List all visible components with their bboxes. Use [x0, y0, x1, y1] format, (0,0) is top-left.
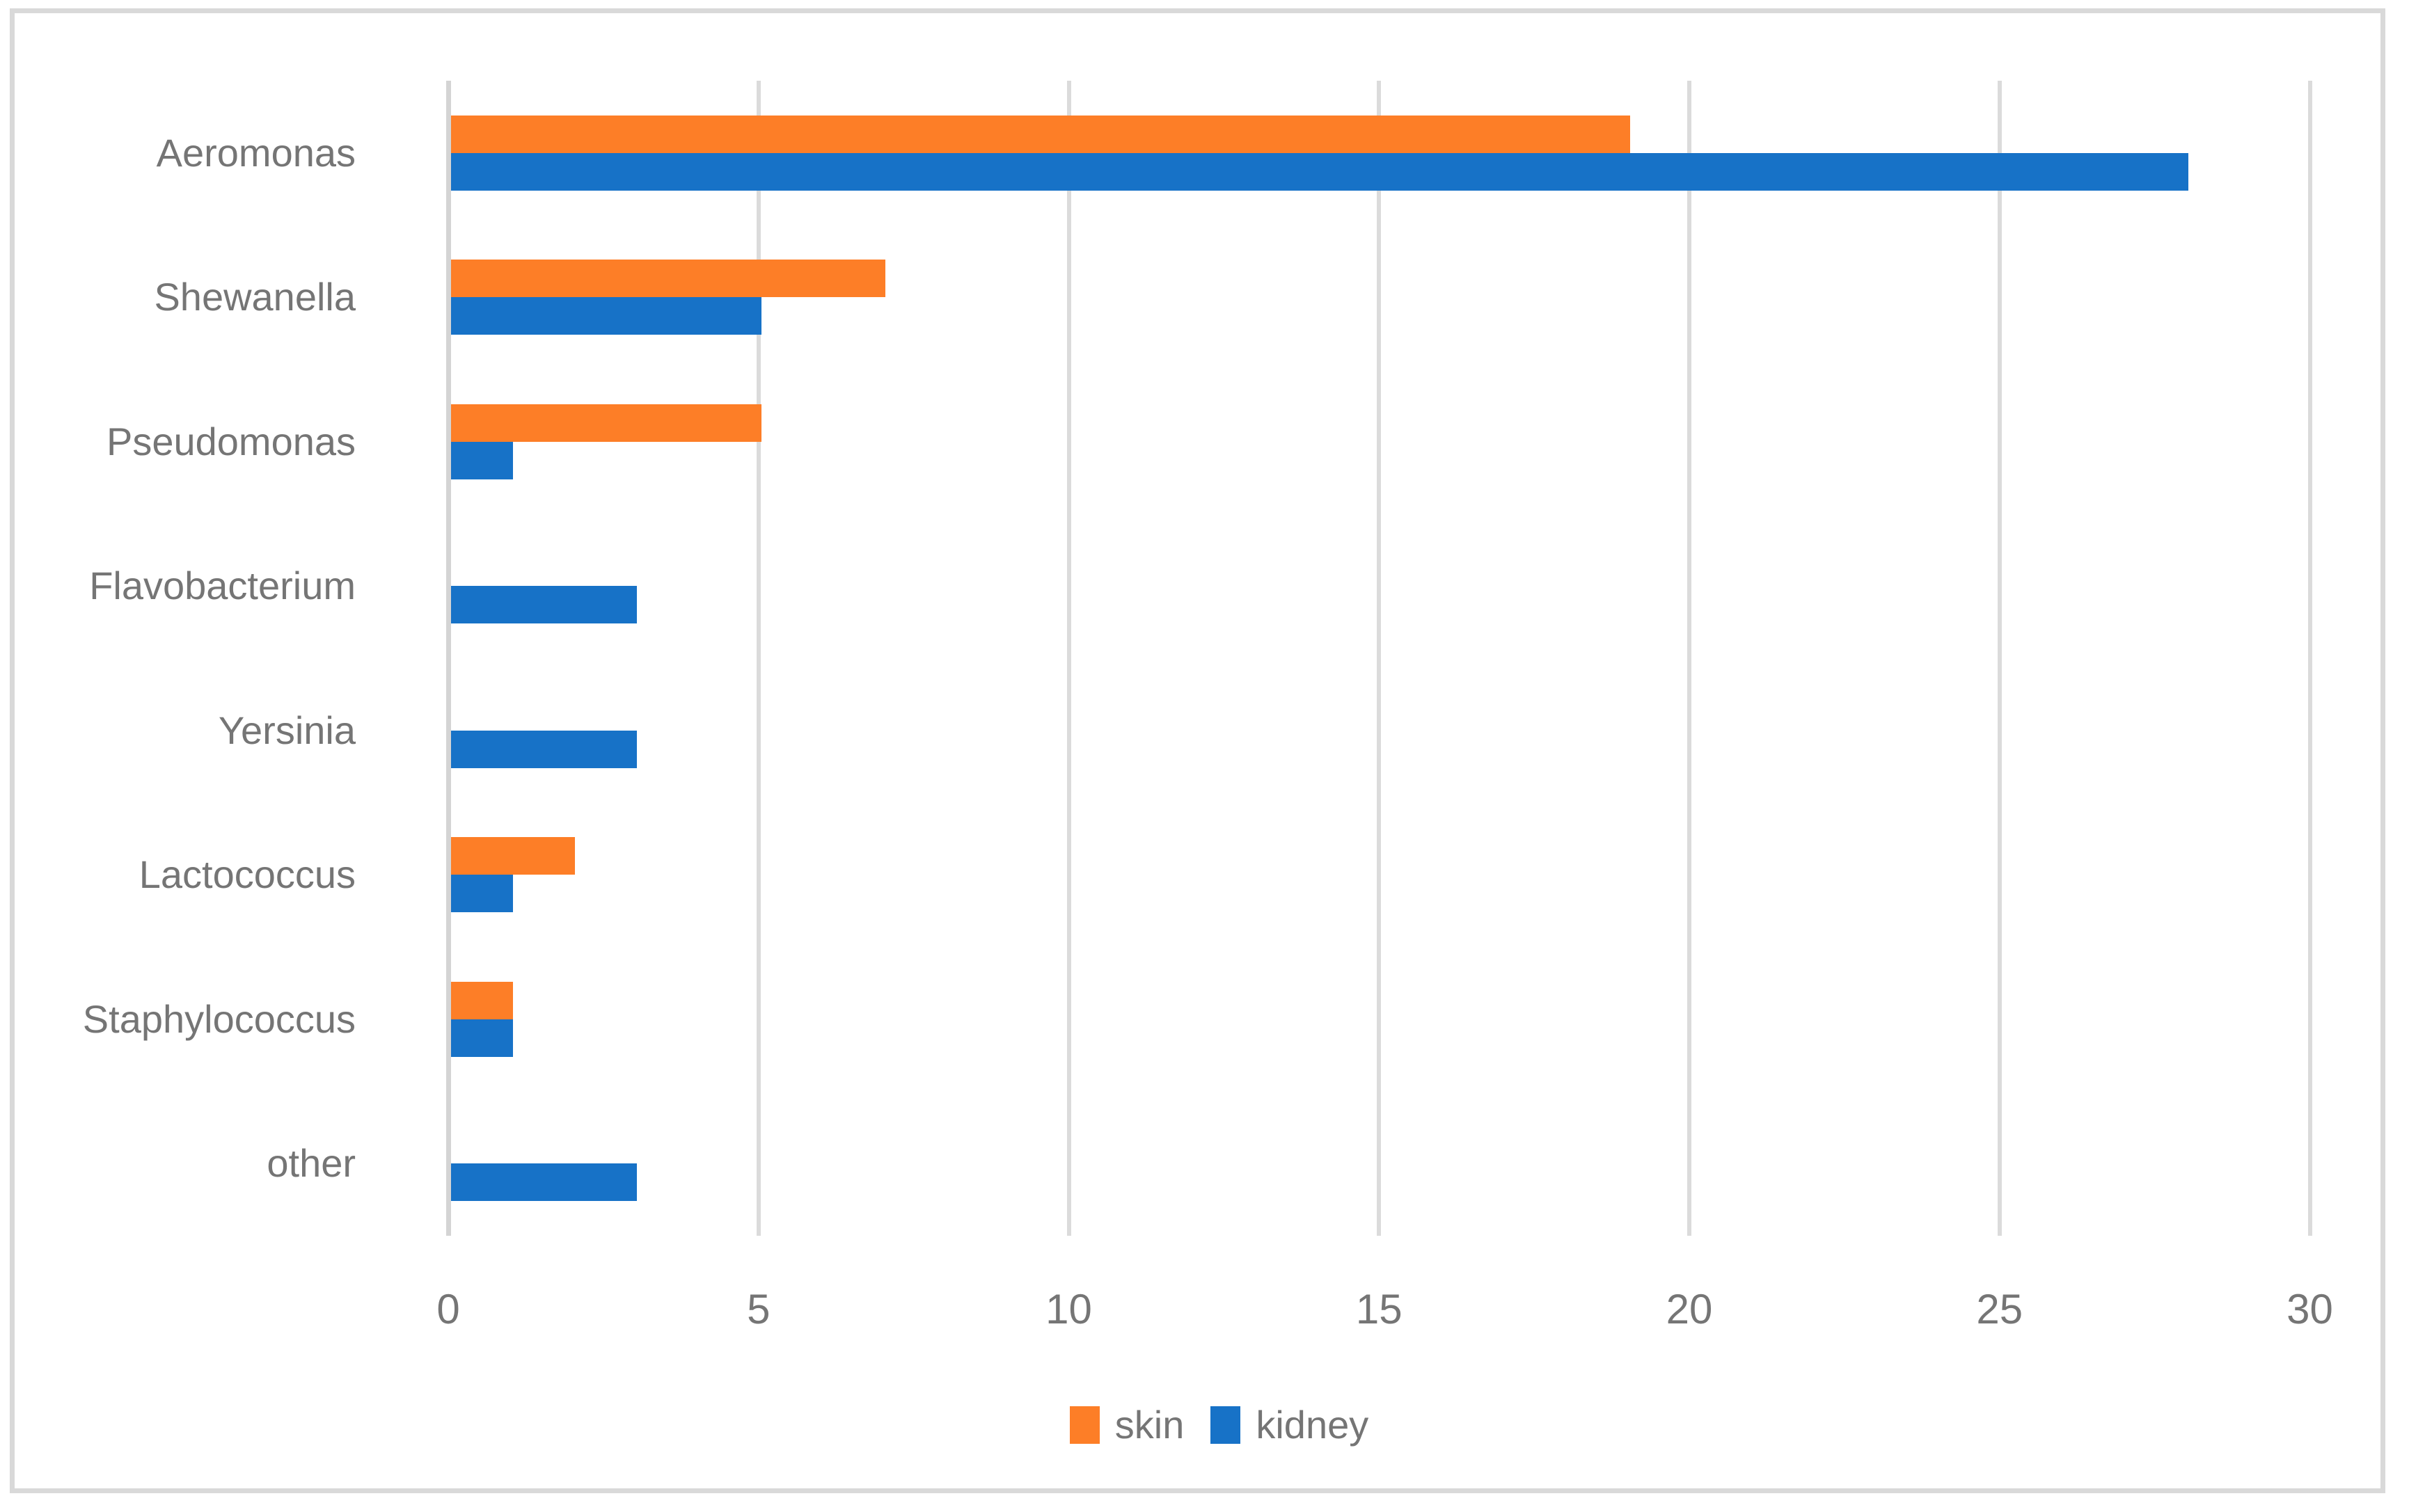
gridline-x-30	[2307, 81, 2312, 1236]
category-label-lactococcus: Lactococcus	[139, 852, 356, 897]
x-tick-label-15: 15	[1355, 1286, 1403, 1332]
y-axis-line	[446, 81, 451, 1236]
x-tick-label-30: 30	[2286, 1286, 2333, 1332]
category-label-other: other	[267, 1141, 356, 1186]
gridline-x-5	[756, 81, 761, 1236]
gridline-x-10	[1066, 81, 1071, 1236]
legend-item-skin: skin	[1069, 1402, 1185, 1447]
category-label-yersinia: Yersinia	[218, 708, 356, 752]
category-label-shewanella: Shewanella	[154, 275, 356, 319]
bar-kidney-lactococcus	[451, 875, 514, 913]
chart-legend: skin kidney	[15, 1402, 2409, 1447]
gridline-x-25	[1997, 81, 2002, 1236]
bar-skin-shewanella	[451, 260, 886, 298]
bar-kidney-yersinia	[451, 730, 638, 768]
chart-frame: Aeromonas Shewanella Pseudomonas Flavobacte…	[10, 8, 2385, 1493]
category-label-staphylococcus: Staphylococcus	[82, 996, 356, 1041]
x-tick-label-0: 0	[436, 1286, 460, 1332]
bar-kidney-staphylococcus	[451, 1019, 514, 1057]
x-tick-label-25: 25	[1976, 1286, 2023, 1332]
category-label-pseudomonas: Pseudomonas	[106, 419, 356, 463]
bar-kidney-shewanella	[451, 297, 761, 335]
bar-kidney-flavobacterium	[451, 586, 638, 624]
x-tick-label-20: 20	[1666, 1286, 1713, 1332]
bar-skin-aeromonas	[451, 115, 1630, 153]
legend-swatch-skin	[1069, 1406, 1100, 1444]
bar-kidney-other	[451, 1163, 638, 1202]
category-label-aeromonas: Aeromonas	[156, 130, 356, 175]
x-tick-label-10: 10	[1045, 1286, 1092, 1332]
x-tick-label-5: 5	[747, 1286, 771, 1332]
legend-label-kidney: kidney	[1256, 1403, 1369, 1447]
gridline-x-20	[1687, 81, 1691, 1236]
bar-kidney-pseudomonas	[451, 441, 514, 479]
bar-skin-lactococcus	[451, 837, 576, 875]
legend-swatch-kidney	[1210, 1406, 1241, 1444]
bar-kidney-aeromonas	[451, 152, 2189, 191]
bar-skin-pseudomonas	[451, 404, 761, 442]
legend-label-skin: skin	[1114, 1403, 1185, 1447]
category-label-flavobacterium: Flavobacterium	[89, 564, 356, 608]
bar-skin-staphylococcus	[451, 981, 514, 1019]
legend-item-kidney: kidney	[1210, 1402, 1368, 1447]
gridline-x-15	[1377, 81, 1382, 1236]
